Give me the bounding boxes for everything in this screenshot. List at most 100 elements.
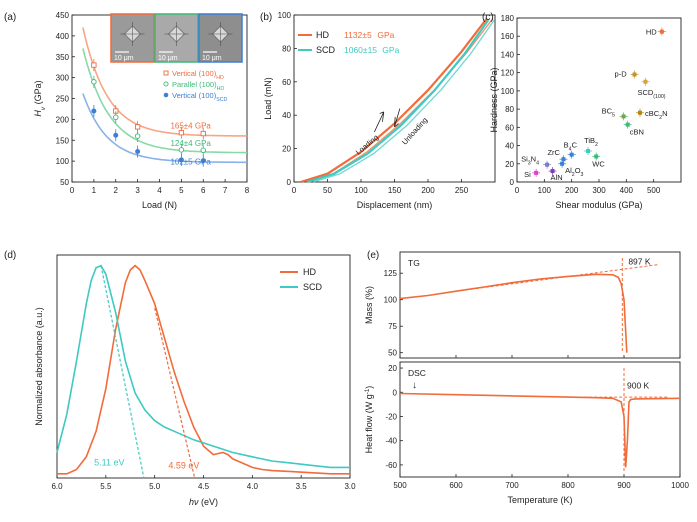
panel-c-x-tick-label: 200 [565, 186, 579, 195]
unloading-arrow [394, 108, 401, 128]
panel-e-x-tick-label: 800 [561, 481, 575, 490]
loading-arrow [374, 111, 385, 133]
panel-b-x-tick-label: 0 [292, 186, 297, 195]
panel-e-x-tick-label: 600 [449, 481, 463, 490]
panel-a-x-tick-label: 3 [135, 186, 140, 195]
panel-c-y-tick-label: 40 [505, 142, 514, 151]
panel-a-x-tick-label: 6 [201, 186, 206, 195]
legend-label: HD [303, 267, 316, 277]
legend-label: SCD [316, 45, 336, 55]
data-point [643, 79, 648, 84]
baseline-tangent [455, 264, 658, 292]
panel-a-ylabel: Hv (GPa) [33, 80, 47, 116]
panel-a-x-tick-label: 8 [245, 186, 250, 195]
legend-unit: GPa [377, 30, 394, 40]
fit-label: 102±5 GPa [170, 157, 211, 166]
data-point [135, 149, 141, 155]
panel-a-x-tick-label: 0 [70, 186, 75, 195]
legend-marker [163, 70, 169, 76]
data-point [200, 158, 206, 164]
panel-e-frame [399, 251, 681, 359]
data-point [91, 62, 97, 68]
point-label: ZrC [547, 148, 560, 157]
legend-label: Parallel (100)HD [172, 80, 224, 92]
data-point [534, 170, 539, 175]
panel-e-x-tick-label: 900 [617, 481, 631, 490]
panel-b-label: (b) [260, 12, 272, 23]
scale-bar-label: 10 μm [114, 55, 134, 62]
point-label: WC [592, 159, 605, 168]
panel-a-y-tick-label: 300 [56, 74, 70, 83]
data-point [621, 114, 626, 119]
panel-e-frame [399, 361, 681, 478]
data-point [91, 108, 97, 114]
onset-label: 900 K [627, 381, 650, 391]
panel-e-y-tick-label: 20 [388, 364, 397, 373]
panel-a-x-tick-label: 1 [92, 186, 97, 195]
panel-b-x-tick-label: 50 [323, 186, 332, 195]
panel-d: (d) 6.0 5.5 5.0 4.5 4.0 3.5 3.0 hν (eV) Normalize… [4, 250, 356, 507]
panel-d-x-tick-label: 4.0 [247, 482, 259, 491]
data-point [113, 132, 119, 138]
panel-e-y-tick-label: 100 [384, 296, 398, 305]
data-point [560, 161, 565, 166]
panel-b-y-tick-label: 20 [282, 145, 291, 154]
panel-c-x-tick-label: 500 [647, 186, 661, 195]
panel-c-y-tick-label: 100 [501, 87, 515, 96]
onset-label: 897 K [628, 257, 651, 267]
panel-a-x-tick-label: 2 [114, 186, 119, 195]
fit-label: 165±4 GPa [170, 122, 211, 131]
data-point [178, 157, 184, 163]
data-point [178, 147, 185, 153]
panel-c-y-tick-label: 80 [505, 105, 514, 114]
legend-label: Vertical (100)SCD [172, 91, 227, 103]
panel-d-label: (d) [4, 250, 16, 261]
fit-curve [82, 27, 247, 137]
data-point [134, 124, 141, 130]
legend-unit: GPa [382, 45, 399, 55]
legend-label: SCD [303, 282, 323, 292]
legend-value: 1132±5 [344, 30, 372, 40]
thermal-curve [399, 273, 628, 353]
panel-d-xlabel: hν (eV) [189, 497, 218, 507]
panel-c-y-tick-label: 180 [501, 14, 515, 23]
absorbance-curve [56, 264, 350, 469]
panel-e-x-tick-label: 500 [393, 481, 407, 490]
data-point [569, 152, 574, 157]
point-label: Al2O3 [565, 166, 583, 178]
panel-c-x-tick-label: 400 [620, 186, 634, 195]
panel-c-xlabel: Shear modulus (GPa) [555, 200, 642, 210]
panel-b-x-tick-label: 150 [388, 186, 402, 195]
panel-a-x-tick-label: 5 [179, 186, 184, 195]
data-point [134, 133, 141, 139]
data-point [178, 130, 185, 136]
legend-label: Vertical (100)HD [172, 69, 224, 81]
panel-a: (a) 0 1 2 3 4 5 6 7 8 50 100 150 200 250 300 350 400 450 Lo… [4, 11, 250, 210]
data-point [545, 162, 550, 167]
point-label: AlN [551, 173, 563, 182]
point-label: cBN [630, 128, 644, 137]
panel-b: (b) 0 50 100 150 200 250 0 20 40 60 80 100 Displaceme… [260, 11, 496, 210]
tangent-line [100, 265, 145, 479]
point-label: B4C [564, 141, 578, 153]
panel-a-x-tick-label: 4 [157, 186, 162, 195]
load-curve [300, 17, 488, 184]
point-label: BC5 [602, 106, 615, 118]
data-point [550, 169, 555, 174]
panel-e-y-tick-label: -60 [385, 461, 397, 470]
gap-label: 5.11 eV [94, 457, 124, 467]
panel-c-y-tick-label: 140 [501, 50, 515, 59]
thermal-curve [399, 392, 681, 468]
panel-b-x-tick-label: 250 [455, 186, 469, 195]
panel-a-label: (a) [4, 12, 16, 23]
panel-e-y-tick-label: 75 [388, 322, 397, 331]
panel-a-y-tick-label: 200 [56, 115, 70, 124]
panel-c: (c) 0 100 200 300 400 500 0 20 40 60 80 100 120 140 160… [482, 12, 682, 210]
data-point [112, 114, 119, 121]
subplot-label: TG [408, 258, 420, 268]
data-point [632, 72, 637, 77]
subplot-label: DSC [408, 368, 426, 378]
panel-c-x-tick-label: 0 [515, 186, 520, 195]
point-label: cBC2N [645, 109, 668, 121]
panel-b-x-tick-label: 200 [421, 186, 435, 195]
